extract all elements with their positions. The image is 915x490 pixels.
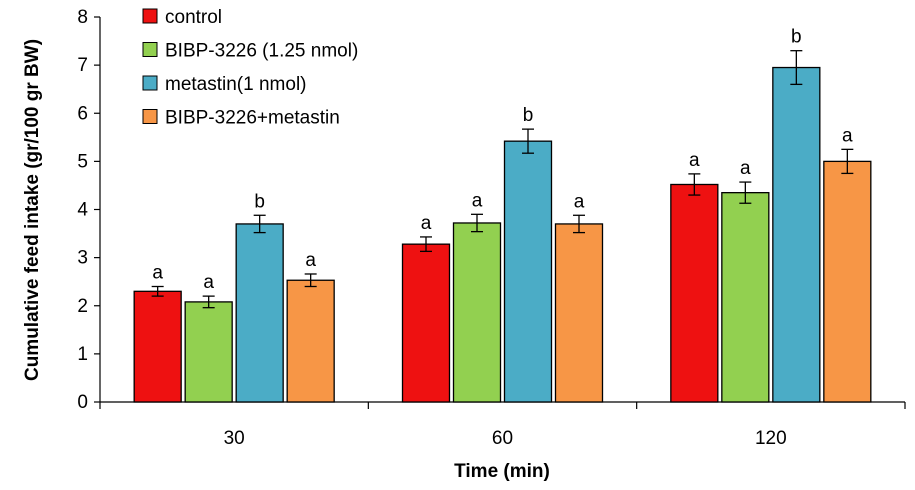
significance-label: b [523, 105, 534, 126]
y-tick-label: 5 [77, 151, 88, 172]
x-tick-label: 60 [492, 428, 513, 449]
bar [503, 140, 553, 403]
significance-label: a [842, 125, 853, 146]
significance-label: a [305, 250, 316, 271]
bar [554, 223, 604, 403]
legend-label: control [165, 7, 222, 28]
y-axis-ticks: 0 1 2 3 4 5 6 7 8 [77, 7, 100, 413]
legend-label: BIBP-3226+metastin [165, 108, 340, 129]
y-tick-label: 6 [77, 103, 88, 124]
significance-label: a [152, 263, 163, 284]
significance-label: a [689, 150, 700, 171]
y-axis-title: Cumulative feed intake (gr/100 gr BW) [22, 39, 43, 381]
significance-label: a [421, 213, 432, 234]
bar [670, 183, 719, 403]
significance-label: b [791, 27, 802, 48]
bar [133, 290, 182, 403]
y-tick-label: 3 [77, 248, 88, 269]
y-tick-label: 8 [77, 7, 88, 28]
y-tick-label: 0 [77, 392, 88, 413]
legend-swatch [142, 8, 158, 24]
legend: control BIBP-3226 (1.25 nmol) metastin(1 n… [142, 7, 358, 129]
significance-label: a [472, 190, 483, 211]
bar [772, 66, 821, 403]
x-tick-label: 120 [755, 428, 787, 449]
bar [721, 192, 770, 403]
bar [235, 223, 284, 403]
legend-swatch [142, 109, 158, 124]
y-tick-label: 4 [77, 200, 88, 221]
significance-label: a [203, 272, 214, 293]
significance-label: a [740, 158, 751, 179]
significance-label: a [574, 191, 585, 212]
bar [401, 243, 451, 403]
significance-label: b [254, 191, 265, 212]
y-tick-label: 2 [77, 296, 88, 317]
bar [823, 160, 872, 403]
y-tick-label: 7 [77, 55, 88, 76]
x-axis-title: Time (min) [454, 461, 550, 482]
bar [184, 301, 233, 403]
legend-swatch [142, 75, 158, 91]
legend-swatch [142, 42, 158, 57]
plot-area: a a b a a a b a a a b a [99, 17, 905, 403]
bar [452, 222, 502, 403]
x-axis-ticks: 30 60 120 [99, 402, 906, 449]
legend-label: metastin(1 nmol) [165, 74, 307, 95]
y-tick-label: 1 [77, 344, 88, 365]
bar [286, 279, 335, 403]
legend-label: BIBP-3226 (1.25 nmol) [165, 41, 358, 62]
x-tick-label: 30 [224, 428, 245, 449]
